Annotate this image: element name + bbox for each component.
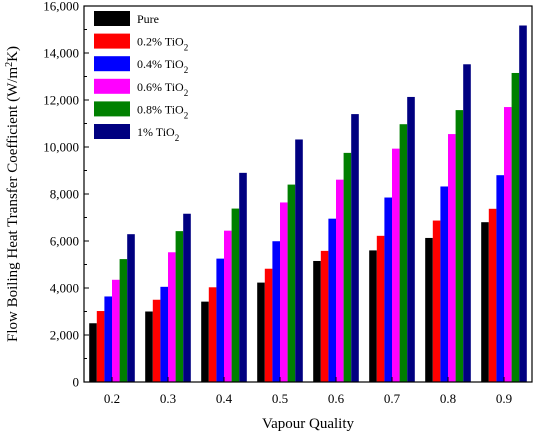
x-tick-label: 0.8: [440, 391, 456, 406]
legend-swatch: [94, 78, 130, 94]
legend-label: 0.8% TiO2: [137, 102, 188, 120]
bar: [407, 96, 415, 382]
bar: [504, 107, 512, 383]
bar: [432, 220, 441, 382]
bar: [280, 202, 288, 382]
legend-swatch: [94, 11, 130, 26]
y-tick-label: 0: [73, 375, 80, 390]
x-tick-label: 0.6: [328, 391, 345, 406]
bar: [96, 311, 105, 382]
legend-swatch: [94, 101, 130, 117]
plot-frame: [83, 5, 533, 383]
bar: [313, 260, 321, 382]
y-tick-label: 8,000: [50, 187, 79, 202]
y-axis-title-main: Flow Boiling Heat Transfer Coefficient (…: [5, 67, 21, 342]
legend-label: 0.2% TiO2: [137, 35, 188, 53]
bar: [455, 110, 464, 382]
bar: [183, 213, 191, 382]
y-axis-title-superscript: 2: [4, 62, 15, 67]
x-tick-label: 0.2: [104, 391, 120, 406]
y-tick-label: 4,000: [50, 281, 79, 296]
x-tick-label: 0.7: [384, 391, 401, 406]
bar: [343, 152, 352, 382]
bar: [376, 235, 385, 382]
bar: [160, 286, 168, 382]
bar: [152, 299, 161, 382]
legend-label: 0.4% TiO2: [137, 57, 188, 75]
y-tick-label: 10,000: [43, 140, 79, 155]
bar: [216, 258, 224, 382]
legend-swatch: [94, 124, 130, 139]
legend: Pure 0.2% TiO2 0.4% TiO2 0.6% TiO2 0.8% TiO2…: [94, 11, 188, 143]
bar: [425, 237, 433, 382]
bar: [112, 279, 120, 382]
bar: [463, 64, 471, 382]
bar: [119, 259, 128, 382]
bar: [481, 222, 489, 382]
y-tick-label: 14,000: [43, 46, 79, 61]
x-tick-label: 0.3: [160, 391, 176, 406]
legend-swatch: [94, 33, 130, 49]
bar: [104, 296, 112, 382]
bar: [511, 72, 520, 382]
bar: [320, 250, 329, 382]
bar: [488, 208, 497, 382]
bar: [336, 179, 344, 382]
bar: [272, 241, 280, 382]
x-tick-label: 0.9: [496, 391, 512, 406]
bar: [264, 268, 273, 382]
y-tick-label: 6,000: [50, 234, 79, 249]
bar: [448, 134, 456, 382]
x-tick-label: 0.5: [272, 391, 288, 406]
bar: [168, 252, 176, 382]
bar: [496, 175, 504, 382]
bar: [257, 282, 265, 382]
y-tick-label: 2,000: [50, 328, 79, 343]
bar: [519, 25, 527, 382]
bar: [127, 234, 135, 382]
bar: [224, 230, 232, 382]
bar: [239, 172, 247, 382]
bar: [89, 323, 97, 382]
legend-label: Pure: [137, 12, 159, 26]
y-axis-title-tail: K): [5, 46, 21, 62]
y-tick-label: 16,000: [43, 0, 79, 14]
bar: [440, 186, 448, 382]
bars-group: [89, 25, 527, 383]
y-axis-ticks: 0 2,000 4,000 6,000 8,000 10,000 12,000 14,000 1…: [43, 0, 89, 390]
x-axis-title: Vapour Quality: [262, 416, 355, 432]
bar: [231, 208, 240, 382]
legend-label: 1% TiO2: [137, 125, 179, 143]
y-axis-title: Flow Boiling Heat Transfer Coefficient (…: [4, 46, 22, 342]
bar: [201, 301, 209, 382]
bar: [384, 197, 392, 382]
bar: [175, 231, 184, 382]
bar: [328, 218, 336, 382]
bar: [399, 124, 408, 382]
y-tick-label: 12,000: [43, 93, 79, 108]
bar: [351, 114, 359, 382]
bar: [208, 287, 217, 382]
x-axis-ticks: 0.2 0.3 0.4 0.5 0.6 0.7 0.8 0.9: [104, 377, 512, 406]
legend-label: 0.6% TiO2: [137, 80, 188, 98]
bar: [145, 311, 153, 382]
bar: [369, 250, 377, 382]
bar: [287, 184, 296, 382]
legend-swatch: [94, 56, 130, 72]
x-tick-label: 0.4: [216, 391, 233, 406]
bar: [295, 139, 303, 382]
bar: [392, 148, 400, 382]
